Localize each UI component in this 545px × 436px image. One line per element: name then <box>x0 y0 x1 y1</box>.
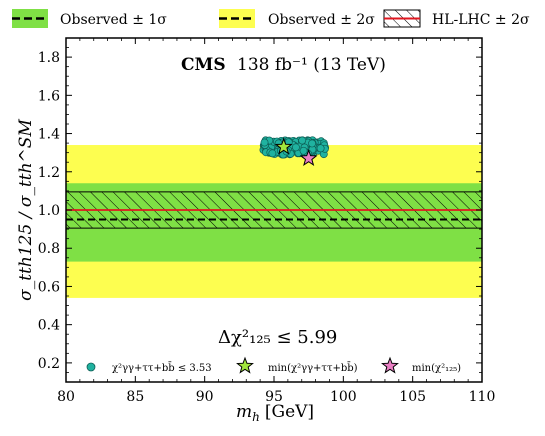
scan-point <box>299 146 308 155</box>
inner-legend-label-bb-star: min(χ²γγ+ττ+bb̄) <box>268 362 358 374</box>
y-tick-label: 0.2 <box>38 356 60 372</box>
x-tick-label: 80 <box>57 389 75 405</box>
inner-legend-label-points: χ²γγ+ττ+bb̄ ≤ 3.53 <box>112 362 212 374</box>
x-tick-label: 100 <box>330 389 357 405</box>
y-tick-label: 1.4 <box>38 127 60 143</box>
x-tick-label: 105 <box>399 389 426 405</box>
x-axis-ticks: 80 85 90 95 100 105 110 <box>57 38 495 405</box>
experiment-title: CMS 138 fb⁻¹ (13 TeV) <box>181 55 386 75</box>
y-tick-label: 1.8 <box>38 50 60 66</box>
scan-point <box>291 143 300 152</box>
y-tick-label: 0.6 <box>38 279 60 295</box>
inner-legend-label-125-star: min(χ²₁₂₅) <box>412 363 461 374</box>
x-tick-label: 110 <box>469 389 496 405</box>
x-tick-label: 85 <box>126 389 144 405</box>
legend-label-observed-1sigma: Observed ± 1σ <box>60 12 167 28</box>
legend-item-hl-lhc-2sigma: HL-LHC ± 2σ <box>383 9 530 28</box>
plot-area <box>66 136 482 298</box>
y-axis-title: σ_tth125 / σ_tth^SM <box>16 119 36 301</box>
inner-legend-marker-points <box>86 362 96 372</box>
scan-point <box>316 144 325 153</box>
experiment-title-rest: 138 fb⁻¹ (13 TeV) <box>237 55 386 75</box>
x-tick-label: 90 <box>196 389 214 405</box>
experiment-title-bold: CMS <box>181 55 226 75</box>
y-tick-label: 1.2 <box>38 165 60 181</box>
inner-legend-marker-125-star <box>381 356 399 374</box>
y-axis-ticks: 0.2 0.4 0.6 0.8 1.0 1.2 1.4 1.6 1.8 <box>38 37 482 383</box>
scan-point <box>268 149 277 158</box>
legend-item-observed-2sigma: Observed ± 2σ <box>219 9 375 28</box>
legend-item-observed-1sigma: Observed ± 1σ <box>12 9 167 28</box>
x-axis-title-sub: h <box>252 410 260 424</box>
scan-point <box>298 136 307 145</box>
y-tick-label: 1.6 <box>38 88 60 104</box>
y-tick-label: 1.0 <box>38 203 60 219</box>
delta-chi2-annotation: Δχ²₁₂₅ ≤ 5.99 <box>218 327 337 348</box>
x-tick-label: 95 <box>265 389 283 405</box>
x-axis-title-main: m <box>236 402 252 422</box>
legend-label-observed-2sigma: Observed ± 2σ <box>268 12 375 28</box>
inner-legend: χ²γγ+ττ+bb̄ ≤ 3.53 min(χ²γγ+ττ+bb̄) min(… <box>86 356 461 374</box>
scan-point <box>260 138 269 147</box>
legend-label-hl-lhc-2sigma: HL-LHC ± 2σ <box>432 12 530 28</box>
inner-legend-marker-bb-star <box>236 356 254 374</box>
top-legend: Observed ± 1σ Observed ± 2σ HL-LHC ± 2σ <box>12 9 530 28</box>
scan-point <box>308 139 317 148</box>
y-tick-label: 0.8 <box>38 241 60 257</box>
best-fit-125-star-marker <box>299 148 318 167</box>
x-axis-title: mh [GeV] <box>236 402 314 424</box>
x-axis-title-unit: [GeV] <box>265 402 314 422</box>
best-fit-bb-star-marker <box>274 137 293 155</box>
y-tick-label: 0.4 <box>38 318 60 334</box>
